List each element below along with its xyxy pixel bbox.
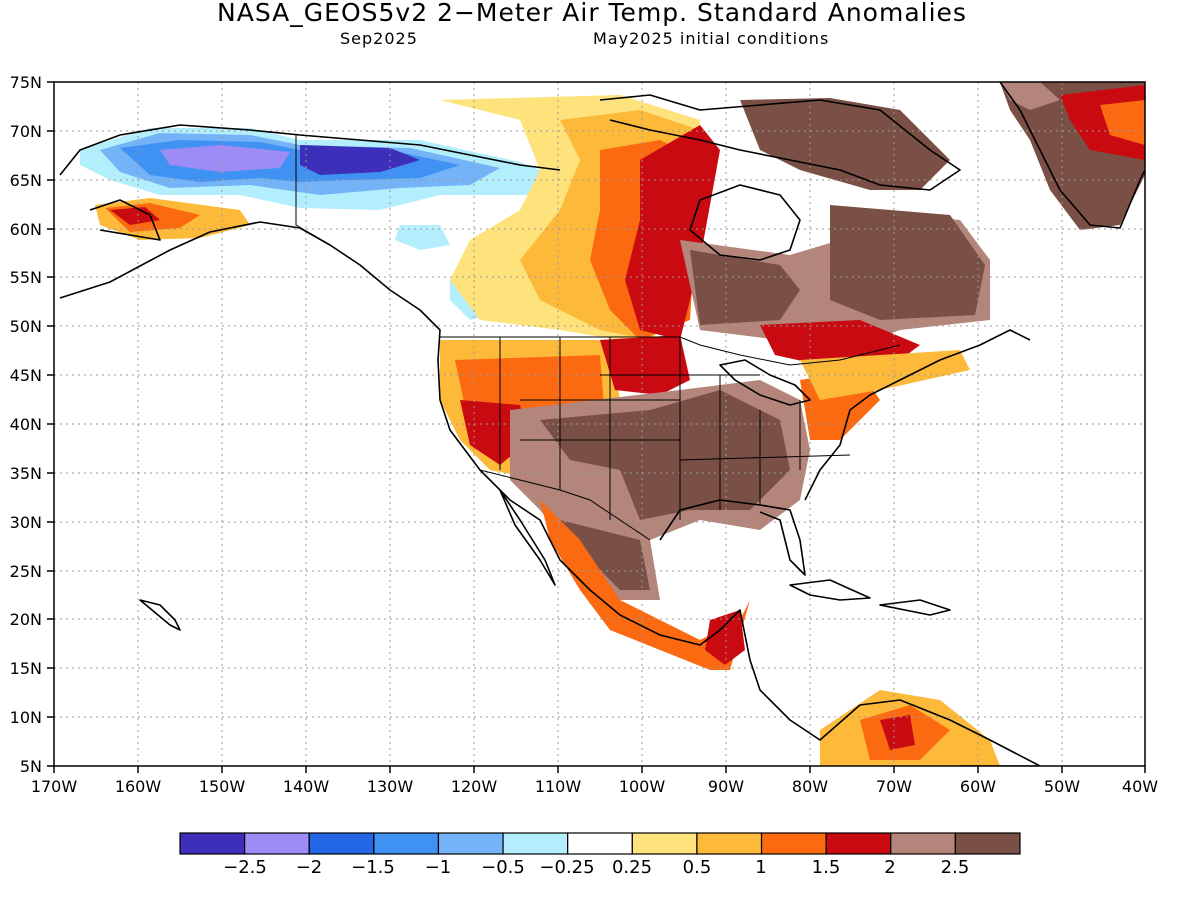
hawaii-islands <box>139 599 181 631</box>
lon-label: 150W <box>199 777 246 796</box>
colorbar-label: −1.5 <box>351 857 395 878</box>
lon-label: 50W <box>1044 777 1080 796</box>
lat-label: 25N <box>10 562 42 581</box>
colorbar-label: −0.5 <box>481 857 525 878</box>
colorbar-swatch <box>631 832 698 855</box>
anomaly-field <box>80 82 1145 766</box>
colorbar-swatch <box>954 832 1021 855</box>
lat-label: 15N <box>10 659 42 678</box>
lat-label: 10N <box>10 708 42 727</box>
baja-coastline <box>499 489 556 586</box>
lat-label: 55N <box>10 268 42 287</box>
lat-label: 60N <box>10 220 42 239</box>
lat-label: 40N <box>10 415 42 434</box>
colorbar-swatch <box>825 832 892 855</box>
us-canada-border <box>440 336 901 366</box>
warm-anomaly-area <box>690 250 800 325</box>
cold-anomaly-area <box>395 225 450 250</box>
lon-label: 80W <box>792 777 828 796</box>
great-lakes <box>719 359 811 406</box>
caribbean-islands <box>879 599 951 616</box>
us-mexico-border <box>479 469 651 541</box>
axis-ticks <box>47 81 1146 773</box>
colorbar-label: 1.5 <box>812 857 841 878</box>
colorbar-label: 1 <box>755 857 766 878</box>
alaska-coastline <box>89 199 161 241</box>
lon-label: 130W <box>367 777 414 796</box>
warm-anomaly-area <box>110 207 160 225</box>
cuba-coastline <box>789 579 871 601</box>
lon-label: 40W <box>1122 777 1158 796</box>
lat-label: 35N <box>10 464 42 483</box>
colorbar-swatch <box>760 832 827 855</box>
graticule <box>54 82 1145 766</box>
lon-label: 160W <box>115 777 162 796</box>
lon-label: 120W <box>451 777 498 796</box>
colorbar-swatch <box>890 832 956 855</box>
lon-label: 110W <box>535 777 582 796</box>
warm-anomaly-area <box>830 205 985 320</box>
warm-anomaly-area <box>560 520 650 590</box>
colorbar-label: −2 <box>296 857 323 878</box>
colorbar-label: −2.5 <box>223 857 267 878</box>
greenland-coastline <box>999 82 1145 229</box>
alaska-canada-border <box>295 135 331 246</box>
initial-conditions: May2025 initial conditions <box>593 29 830 48</box>
colorbar-swatch <box>308 832 375 855</box>
warm-anomaly-area <box>625 125 720 340</box>
lat-label: 70N <box>10 122 42 141</box>
colorbar-swatch <box>567 832 633 855</box>
colorbar-label: −1 <box>425 857 452 878</box>
lat-label: 50N <box>10 317 42 336</box>
colorbar-swatch <box>179 832 246 855</box>
warm-anomaly-area <box>600 335 690 395</box>
colorbar-swatch <box>502 832 569 855</box>
warm-anomaly-area <box>740 98 950 190</box>
forecast-month: Sep2025 <box>340 29 418 48</box>
lon-label: 60W <box>960 777 996 796</box>
lat-label: 65N <box>10 171 42 190</box>
colorbar-swatch <box>437 832 504 855</box>
lon-label: 100W <box>619 777 666 796</box>
us-state-borders <box>499 337 851 520</box>
warm-anomaly-area <box>1100 100 1145 145</box>
lon-label: 170W <box>31 777 78 796</box>
arctic-islands-coastline <box>599 94 961 191</box>
warm-anomaly-area <box>540 390 790 520</box>
warm-anomaly-area <box>1000 82 1060 110</box>
lat-label: 30N <box>10 513 42 532</box>
colorbar-label: 2.5 <box>941 857 970 878</box>
lat-label: 20N <box>10 610 42 629</box>
colorbar-label: 0.5 <box>683 857 712 878</box>
east-coastline <box>804 329 1031 501</box>
warm-anomaly-area <box>800 350 970 400</box>
lat-label: 5N <box>20 757 42 776</box>
lon-label: 90W <box>708 777 744 796</box>
colorbar-swatch <box>373 832 440 855</box>
colorbar-swatch <box>696 832 763 855</box>
cold-anomaly-area <box>160 145 290 172</box>
alaska-coastline <box>59 124 561 176</box>
colorbar-swatch <box>244 832 310 855</box>
lon-label: 70W <box>876 777 912 796</box>
hudson-bay-coastline <box>689 184 801 261</box>
lon-label: 140W <box>283 777 330 796</box>
lat-label: 45N <box>10 366 42 385</box>
map-title: NASA_GEOS5v2 2−Meter Air Temp. Standard … <box>217 0 967 27</box>
lat-label: 75N <box>10 73 42 92</box>
colorbar-label: −0.25 <box>539 857 594 878</box>
gulf-coastline <box>659 499 806 576</box>
colorbar-label: 2 <box>884 857 895 878</box>
warm-anomaly-area <box>880 715 915 750</box>
warm-anomaly-area <box>705 610 745 665</box>
anomaly-map: 75N 70N 65N 60N 55N 50N 45N 40N 35N 30N … <box>10 73 1159 796</box>
colorbar-label: 0.25 <box>612 857 652 878</box>
warm-anomaly-area <box>760 320 920 365</box>
